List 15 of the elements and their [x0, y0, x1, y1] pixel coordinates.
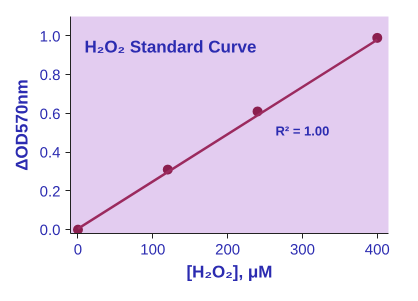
x-tick-label: 0: [74, 242, 82, 258]
y-tick-label: 0.4: [40, 144, 61, 162]
y-tick-label: 0.6: [40, 106, 61, 123]
x-tick-label: 400: [364, 242, 390, 258]
text: H₂O₂ Standard Curve: [84, 38, 256, 56]
annotation: R² = 1.00: [276, 124, 330, 138]
y-tick-label: 1.0: [40, 28, 61, 46]
x-tick-label: 200: [215, 242, 240, 258]
x-axis-title: [H₂O₂], μM: [186, 262, 272, 282]
y-tick-label: 0.0: [40, 222, 61, 240]
y-tick-label: 0.8: [40, 67, 61, 84]
y-axis-title: ΔOD570nm: [12, 79, 32, 171]
x-tick-label: 100: [140, 242, 166, 258]
y-tick-label: 0.2: [40, 183, 61, 200]
x-tick-label: 300: [290, 242, 315, 258]
